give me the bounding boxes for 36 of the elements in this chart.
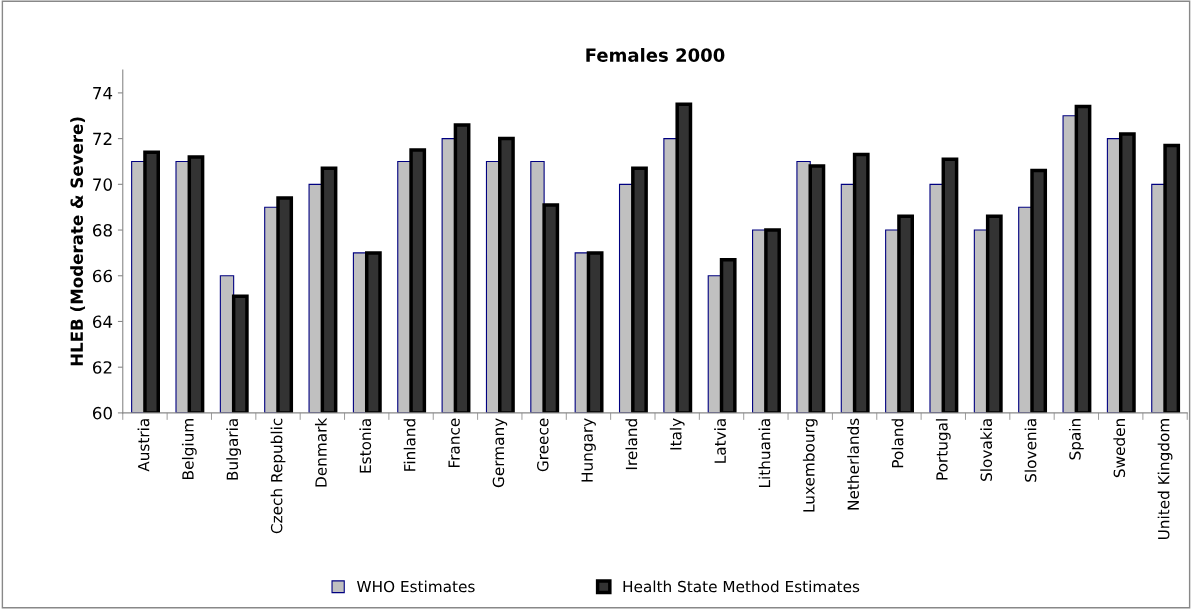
x-tick-label: Czech Republic	[270, 418, 286, 534]
y-tick-label: 72	[93, 132, 112, 145]
x-tick-label: Denmark	[314, 417, 327, 487]
y-tick-label: 64	[93, 315, 113, 329]
x-tick-label: Austria	[137, 419, 150, 472]
y-tick-label: 74	[93, 87, 113, 100]
legend-label: WHO Estimates	[356, 580, 475, 593]
x-tick-label: Netherlands	[847, 418, 860, 510]
x-tick-label: Slovakia	[980, 419, 993, 481]
x-tick-label: Lithuania	[758, 419, 771, 488]
x-tick-label: Bulgaria	[226, 419, 242, 480]
y-tick-label: 62	[93, 361, 112, 374]
x-tick-label: Ireland	[625, 419, 638, 470]
x-tick-label: Belgium	[181, 419, 197, 479]
x-tick-label: Finland	[403, 419, 416, 471]
x-tick-label: Slovenia	[1024, 419, 1037, 482]
y-axis-title: HLEB (Moderate & Severe)	[70, 117, 86, 366]
x-tick-label: Luxembourg	[802, 419, 818, 512]
x-tick-label: Portugal	[935, 419, 951, 480]
x-tick-label: United Kingdom	[1157, 419, 1173, 540]
x-tick-label: Germany	[492, 418, 508, 488]
x-tick-label: France	[448, 418, 460, 468]
x-tick-label: Sweden	[1113, 419, 1126, 478]
y-tick-label: 60	[93, 406, 112, 420]
legend-label: Health State Method Estimates	[623, 580, 860, 593]
y-tick-label: 70	[93, 178, 112, 191]
x-tick-label: Hungary	[581, 418, 596, 482]
x-tick-label: Latvia	[714, 419, 726, 463]
x-tick-label: Italy	[669, 418, 685, 450]
y-tick-label: 66	[93, 269, 112, 283]
x-tick-label: Estonia	[359, 419, 372, 473]
y-tick-label: 68	[93, 224, 112, 237]
x-tick-label: Poland	[891, 419, 904, 468]
x-tick-label: Spain	[1068, 419, 1084, 460]
chart-title: Females 2000	[586, 47, 725, 62]
x-tick-label: Greece	[537, 418, 549, 472]
